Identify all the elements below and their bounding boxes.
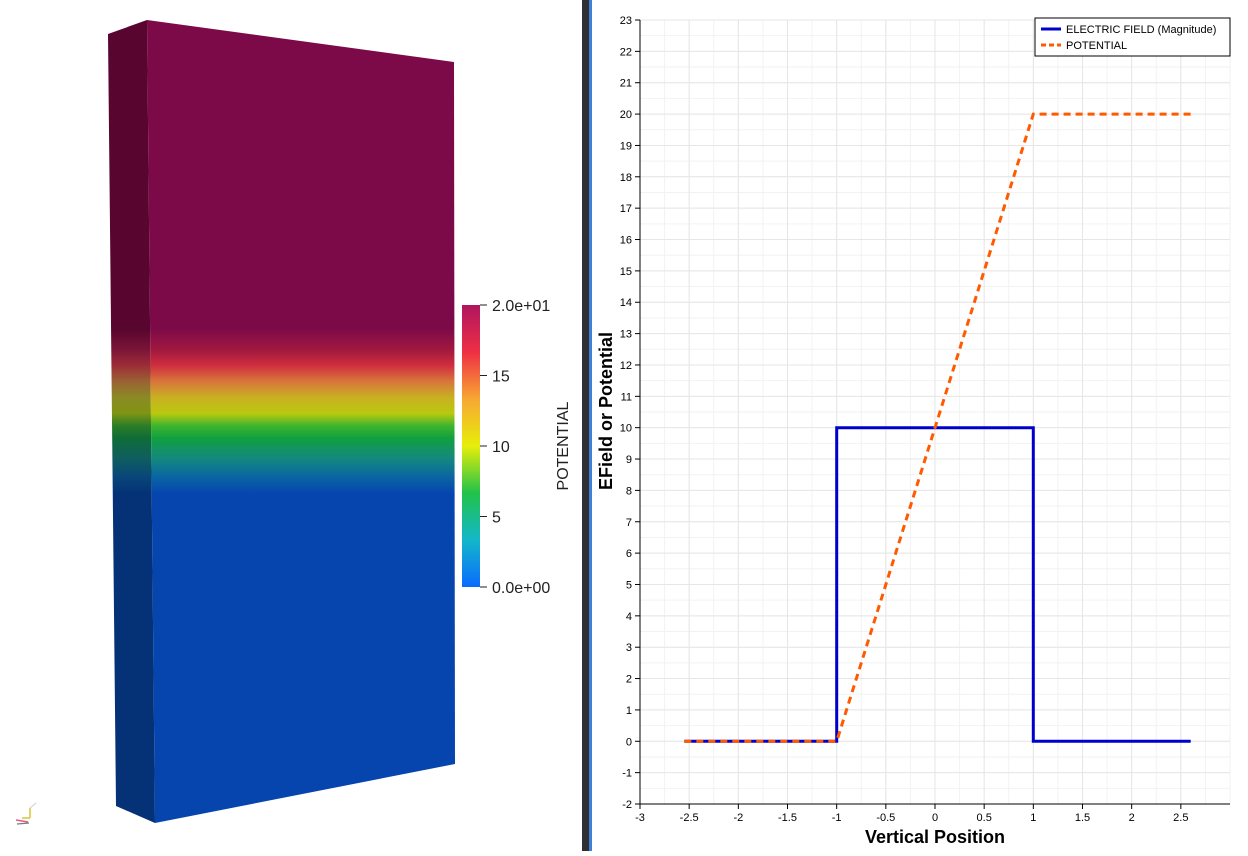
y-tick-label: 15 (620, 266, 632, 278)
y-tick-label: 1 (626, 705, 632, 717)
chart-grid (639, 19, 1231, 805)
render-canvas[interactable]: 2.0e+01 15 10 5 0.0e+00 POTENTIAL (0, 0, 582, 851)
y-tick-label: 16 (620, 235, 632, 247)
colorbar-tick-label: 0.0e+00 (492, 580, 550, 597)
render-view[interactable]: 2.0e+01 15 10 5 0.0e+00 POTENTIAL (0, 0, 582, 851)
x-tick-label: -1 (832, 812, 842, 824)
slab-model[interactable] (108, 20, 455, 823)
y-tick-label: 11 (621, 391, 632, 403)
x-tick-label: -2 (733, 812, 743, 824)
line-chart[interactable]: -2-1012345678910111213141516171819202122… (592, 0, 1248, 851)
x-tick-label: 1.5 (1075, 812, 1090, 824)
slab-side-face (108, 20, 155, 823)
view-splitter[interactable] (582, 0, 589, 851)
chart-legend: ELECTRIC FIELD (Magnitude) POTENTIAL (1034, 17, 1231, 57)
x-tick-label: -0.5 (876, 812, 895, 824)
x-axis-label: Vertical Position (865, 827, 1005, 847)
colorbar-ticks: 2.0e+01 15 10 5 0.0e+00 (480, 298, 550, 597)
y-axis-label: EField or Potential (596, 332, 616, 490)
colorbar-tick-label: 5 (492, 510, 501, 527)
orientation-axes-icon (15, 802, 37, 825)
y-tick-label: 4 (626, 611, 632, 623)
y-tick-label: 13 (620, 329, 632, 341)
y-tick-label: 10 (620, 423, 632, 435)
y-tick-label: 20 (620, 109, 632, 121)
x-tick-label: 2.5 (1173, 812, 1188, 824)
y-tick-label: 18 (620, 172, 632, 184)
x-tick-label: 0.5 (977, 812, 992, 824)
colorbar-tick-label: 10 (492, 439, 510, 456)
chart-series (684, 112, 1191, 743)
active-view-indicator (589, 0, 592, 851)
legend-box (1034, 17, 1231, 57)
x-tick-label: 0 (932, 812, 938, 824)
y-tick-label: 23 (620, 15, 632, 27)
x-tick-label: -1.5 (778, 812, 797, 824)
y-tick-label: 0 (626, 736, 632, 748)
y-tick-label: 5 (626, 579, 632, 591)
y-tick-label: 14 (620, 297, 632, 309)
colorbar-title: POTENTIAL (555, 401, 572, 490)
y-tick-label: 19 (620, 140, 632, 152)
colorbar-tick-label: 15 (492, 369, 510, 386)
y-tick-label: 22 (620, 46, 632, 58)
y-tick-label: 6 (626, 548, 632, 560)
slab-front-face (147, 20, 455, 823)
y-tick-label: 2 (626, 674, 632, 686)
y-tick-label: 3 (626, 642, 632, 654)
y-tick-label: 9 (626, 454, 632, 466)
x-tick-label: -2.5 (680, 812, 699, 824)
legend-entry-label: POTENTIAL (1066, 40, 1127, 52)
y-tick-label: 17 (620, 203, 632, 215)
y-tick-label: -2 (622, 799, 632, 811)
legend-entry-label: ELECTRIC FIELD (Magnitude) (1066, 24, 1216, 36)
y-tick-label: -1 (622, 768, 632, 780)
colorbar: 2.0e+01 15 10 5 0.0e+00 POTENTIAL (462, 298, 572, 597)
x-tick-label: 1 (1030, 812, 1036, 824)
line-chart-view[interactable]: -2 -1 0 1 2 3 4 5 6 7 8 9 10 11 12 13 14 15 16 17 18 19 20 21 22… (592, 0, 1248, 851)
x-tick-label: 2 (1129, 812, 1135, 824)
y-tick-label: 8 (626, 485, 632, 497)
series-line (684, 112, 1191, 743)
y-tick-label: 21 (620, 78, 632, 90)
x-tick-label: -3 (635, 812, 645, 824)
colorbar-tick-label: 2.0e+01 (492, 298, 550, 315)
chart-axes: -2-1012345678910111213141516171819202122… (620, 15, 1230, 824)
colorbar-bar (462, 305, 480, 587)
y-tick-label: 7 (626, 517, 632, 529)
y-tick-label: 12 (620, 360, 632, 372)
